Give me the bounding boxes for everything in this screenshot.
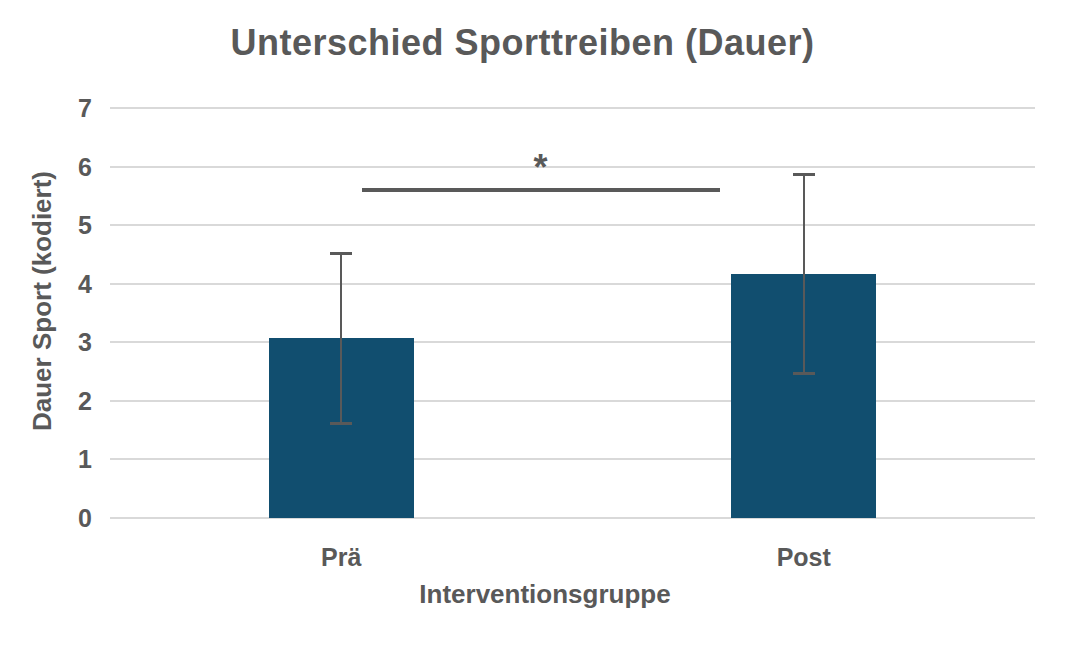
- significance-asterisk: *: [491, 144, 591, 184]
- y-tick-label: 2: [0, 386, 92, 416]
- y-tick-label: 3: [0, 327, 92, 357]
- error-bar-line: [803, 174, 805, 373]
- y-tick-label: 1: [0, 444, 92, 474]
- y-tick-label: 0: [0, 503, 92, 533]
- gridline-y7: [110, 107, 1035, 109]
- gridline-y0: [110, 517, 1035, 519]
- error-bar-cap-top: [330, 252, 352, 255]
- gridline-y1: [110, 458, 1035, 460]
- bar-chart: Unterschied Sporttreiben (Dauer) Dauer S…: [0, 0, 1076, 646]
- error-bar-cap-top: [793, 173, 815, 176]
- gridline-y4: [110, 283, 1035, 285]
- y-tick-label: 7: [0, 93, 92, 123]
- x-tick-label-prä: Prä: [241, 542, 441, 572]
- gridline-y3: [110, 341, 1035, 343]
- plot-area: *: [110, 108, 1035, 518]
- error-bar-line: [340, 253, 342, 423]
- chart-title: Unterschied Sporttreiben (Dauer): [0, 22, 1045, 64]
- x-tick-label-post: Post: [704, 542, 904, 572]
- error-bar-cap-bottom: [330, 422, 352, 425]
- significance-line: [362, 188, 720, 192]
- y-tick-label: 5: [0, 210, 92, 240]
- x-axis-label: Interventionsgruppe: [110, 579, 980, 610]
- error-bar-cap-bottom: [793, 372, 815, 375]
- gridline-y2: [110, 400, 1035, 402]
- gridline-y5: [110, 224, 1035, 226]
- y-tick-label: 4: [0, 269, 92, 299]
- y-tick-label: 6: [0, 152, 92, 182]
